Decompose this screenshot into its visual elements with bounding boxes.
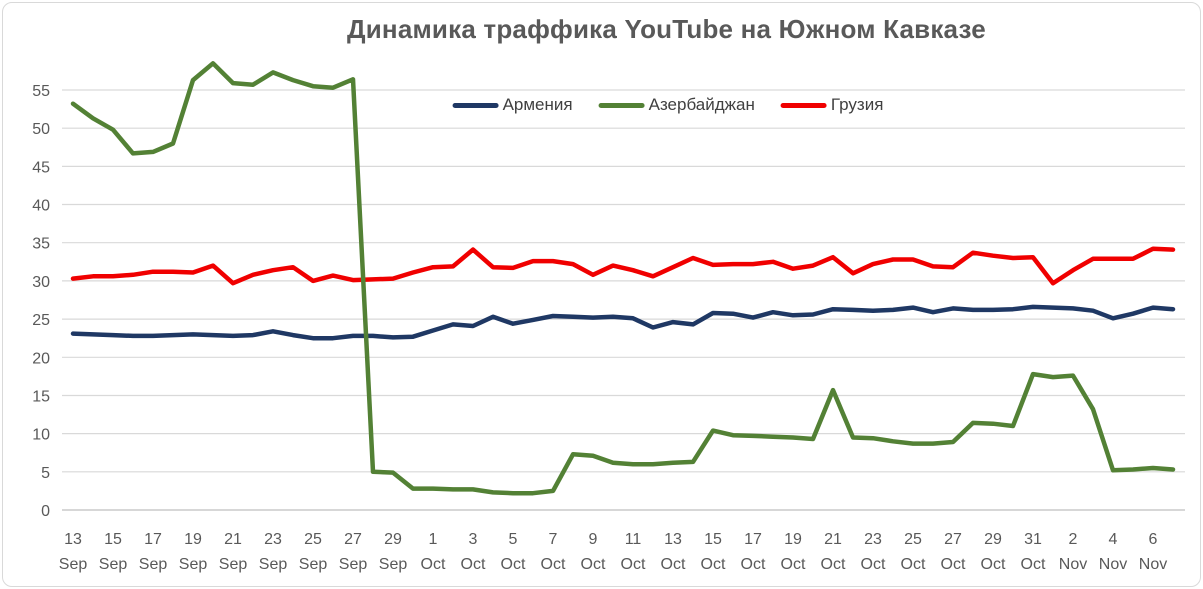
svg-text:Oct: Oct [981, 556, 1006, 573]
line-swatch-icon [780, 102, 827, 108]
svg-text:3: 3 [469, 531, 478, 548]
svg-text:Sep: Sep [219, 556, 248, 573]
svg-text:25: 25 [904, 531, 922, 548]
legend-label: Армения [502, 95, 573, 114]
svg-text:Oct: Oct [581, 556, 606, 573]
svg-text:Oct: Oct [421, 556, 446, 573]
svg-text:Sep: Sep [339, 556, 368, 573]
line-swatch-icon [598, 102, 645, 108]
svg-text:11: 11 [625, 531, 642, 548]
svg-text:2: 2 [1069, 531, 1078, 548]
svg-text:Sep: Sep [379, 556, 408, 573]
svg-text:10: 10 [32, 427, 50, 444]
svg-text:0: 0 [41, 503, 50, 520]
svg-text:27: 27 [944, 531, 962, 548]
svg-text:Sep: Sep [299, 556, 328, 573]
svg-text:Oct: Oct [821, 556, 846, 573]
svg-text:5: 5 [509, 531, 518, 548]
svg-text:30: 30 [32, 274, 50, 291]
legend-item-armenia: Армения [452, 95, 573, 115]
legend-label: Азербайджан [648, 95, 755, 114]
svg-text:4: 4 [1109, 531, 1118, 548]
svg-text:Oct: Oct [541, 556, 566, 573]
legend-label: Грузия [830, 95, 884, 114]
svg-text:21: 21 [824, 531, 842, 548]
svg-text:40: 40 [32, 198, 50, 215]
svg-text:Sep: Sep [59, 556, 88, 573]
svg-text:23: 23 [264, 531, 282, 548]
svg-text:9: 9 [589, 531, 598, 548]
svg-text:35: 35 [32, 236, 50, 253]
legend-item-georgia: Грузия [780, 95, 884, 115]
svg-text:29: 29 [984, 531, 1002, 548]
svg-text:Oct: Oct [621, 556, 646, 573]
svg-text:Oct: Oct [781, 556, 806, 573]
svg-text:25: 25 [32, 312, 50, 329]
svg-text:17: 17 [744, 531, 762, 548]
svg-text:25: 25 [304, 531, 322, 548]
svg-text:Oct: Oct [661, 556, 686, 573]
svg-text:31: 31 [1024, 531, 1042, 548]
svg-text:50: 50 [32, 121, 50, 138]
svg-text:15: 15 [104, 531, 122, 548]
svg-text:Oct: Oct [741, 556, 766, 573]
svg-text:29: 29 [384, 531, 402, 548]
svg-text:Sep: Sep [259, 556, 288, 573]
svg-text:17: 17 [144, 531, 162, 548]
svg-text:6: 6 [1149, 531, 1158, 548]
svg-text:13: 13 [664, 531, 682, 548]
svg-text:Oct: Oct [1021, 556, 1046, 573]
svg-text:Oct: Oct [901, 556, 926, 573]
svg-text:Sep: Sep [179, 556, 208, 573]
svg-text:23: 23 [864, 531, 882, 548]
svg-text:19: 19 [184, 531, 202, 548]
svg-text:1: 1 [429, 531, 438, 548]
svg-text:55: 55 [32, 83, 50, 100]
svg-text:Nov: Nov [1099, 556, 1127, 573]
svg-text:7: 7 [549, 531, 558, 548]
svg-text:Oct: Oct [701, 556, 726, 573]
svg-text:Oct: Oct [941, 556, 966, 573]
svg-text:5: 5 [41, 465, 50, 482]
chart-legend: Армения Азербайджан Грузия [452, 95, 884, 115]
svg-text:13: 13 [64, 531, 82, 548]
svg-text:Oct: Oct [861, 556, 886, 573]
svg-text:19: 19 [784, 531, 802, 548]
svg-text:Nov: Nov [1059, 556, 1087, 573]
svg-text:Nov: Nov [1139, 556, 1167, 573]
svg-text:20: 20 [32, 350, 50, 367]
legend-item-azerbaijan: Азербайджан [598, 95, 755, 115]
svg-text:45: 45 [32, 159, 50, 176]
line-swatch-icon [452, 102, 499, 108]
svg-text:15: 15 [704, 531, 722, 548]
svg-text:27: 27 [344, 531, 362, 548]
svg-text:Oct: Oct [461, 556, 486, 573]
svg-text:15: 15 [32, 389, 50, 406]
svg-text:21: 21 [224, 531, 242, 548]
svg-text:Sep: Sep [99, 556, 128, 573]
chart-title: Динамика траффика YouTube на Южном Кавка… [347, 14, 986, 44]
svg-text:Oct: Oct [501, 556, 526, 573]
svg-text:Sep: Sep [139, 556, 168, 573]
